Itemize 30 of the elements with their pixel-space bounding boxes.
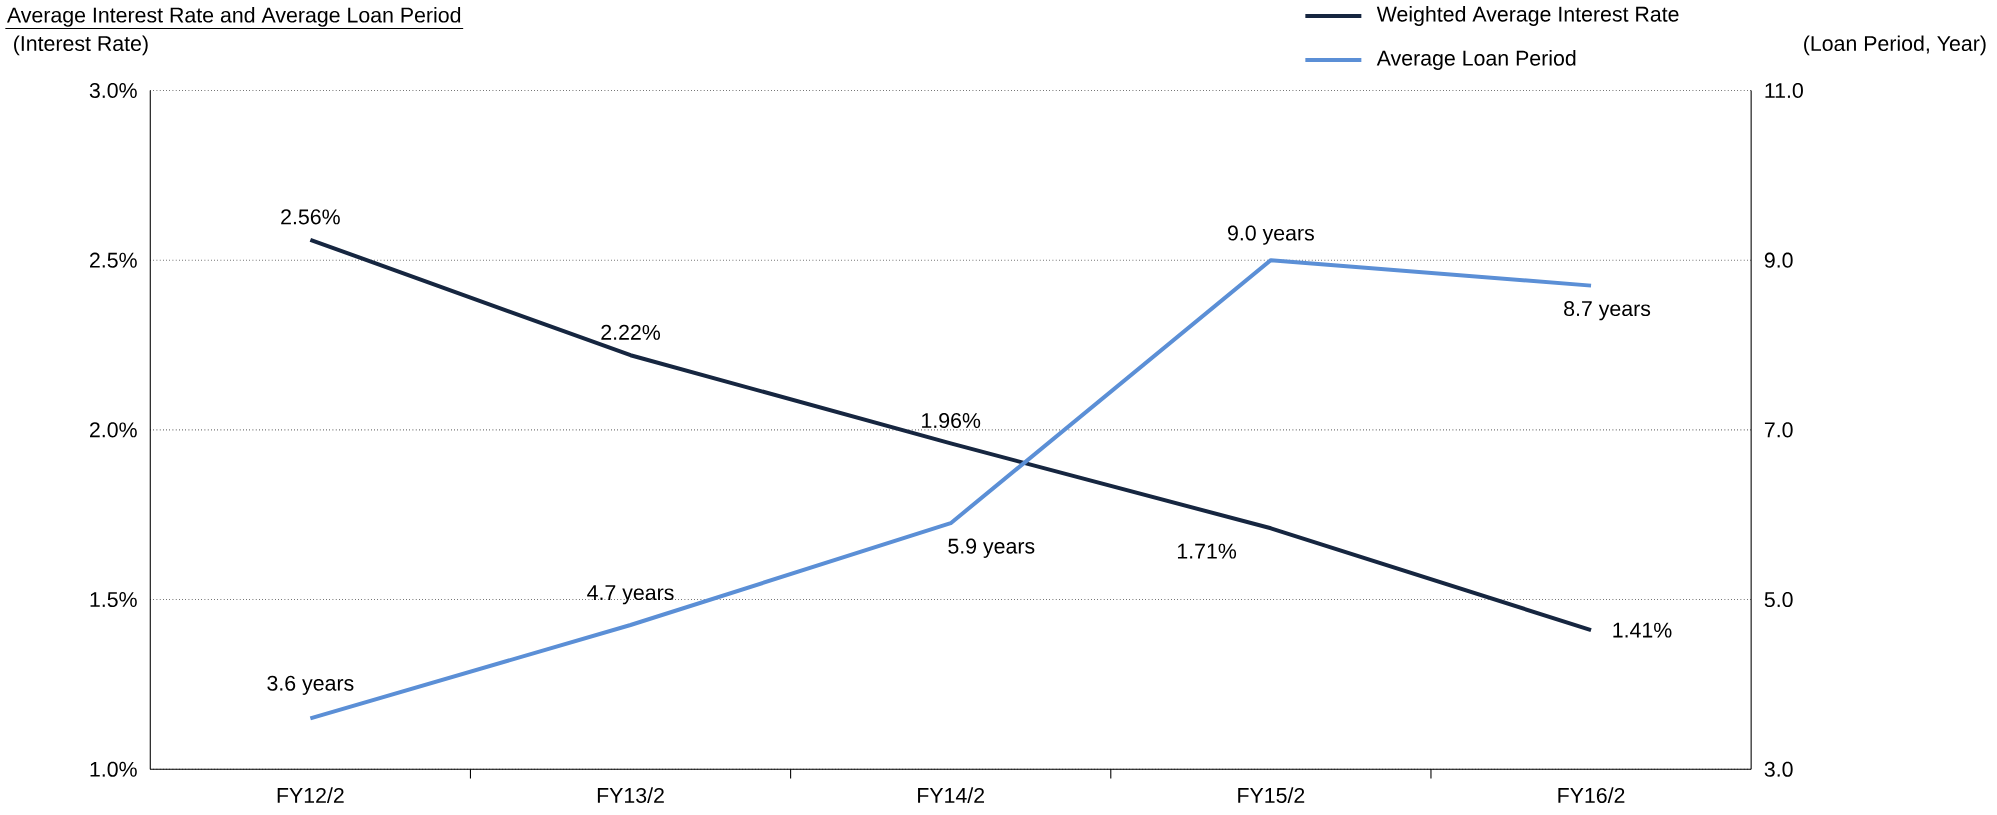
y2-tick-label: 3.0 xyxy=(1764,761,1793,777)
y2-tick-label: 9.0 xyxy=(1764,252,1793,268)
y2-tick-label: 5.0 xyxy=(1764,592,1793,608)
data-label: 1.71% xyxy=(1177,543,1237,559)
data-label: 8.7 years xyxy=(1564,301,1651,321)
data-label: 9.0 years xyxy=(1228,225,1314,245)
data-label: 5.9 years xyxy=(948,538,1035,558)
y-tick-label: 3.0% xyxy=(89,82,137,99)
y2-tick-label: 11.0 xyxy=(1765,82,1803,99)
y2-tick-label: 7.0 xyxy=(1764,422,1793,438)
data-label: 1.41% xyxy=(1613,622,1672,638)
x-tick-label: FY15/2 xyxy=(1238,787,1305,803)
y-tick-label: 1.5% xyxy=(90,592,137,608)
y-tick-label: 1.0% xyxy=(90,761,137,777)
y-axis-title: (Interest Rate) xyxy=(14,35,148,56)
y-tick-label: 2.5% xyxy=(90,252,137,268)
data-label: 1.96% xyxy=(922,412,981,429)
chart-title: Average Interest Rate and Average Loan Period xyxy=(6,6,461,27)
legend-label: Weighted Average Interest Rate xyxy=(1376,6,1679,26)
data-label: 2.56% xyxy=(281,209,340,225)
data-label: 3.6 years xyxy=(267,675,354,695)
x-tick-label: FY13/2 xyxy=(597,787,664,803)
x-tick-label: FY14/2 xyxy=(918,787,985,803)
legend-label: Average Loan Period xyxy=(1376,50,1576,70)
y-tick-label: 2.0% xyxy=(90,422,137,438)
x-tick-label: FY16/2 xyxy=(1558,787,1625,803)
data-label: 2.22% xyxy=(601,324,661,340)
y2-axis-title: (Loan Period, Year) xyxy=(1804,35,1986,56)
data-label: 4.7 years xyxy=(587,585,674,605)
x-tick-label: FY12/2 xyxy=(277,787,344,803)
